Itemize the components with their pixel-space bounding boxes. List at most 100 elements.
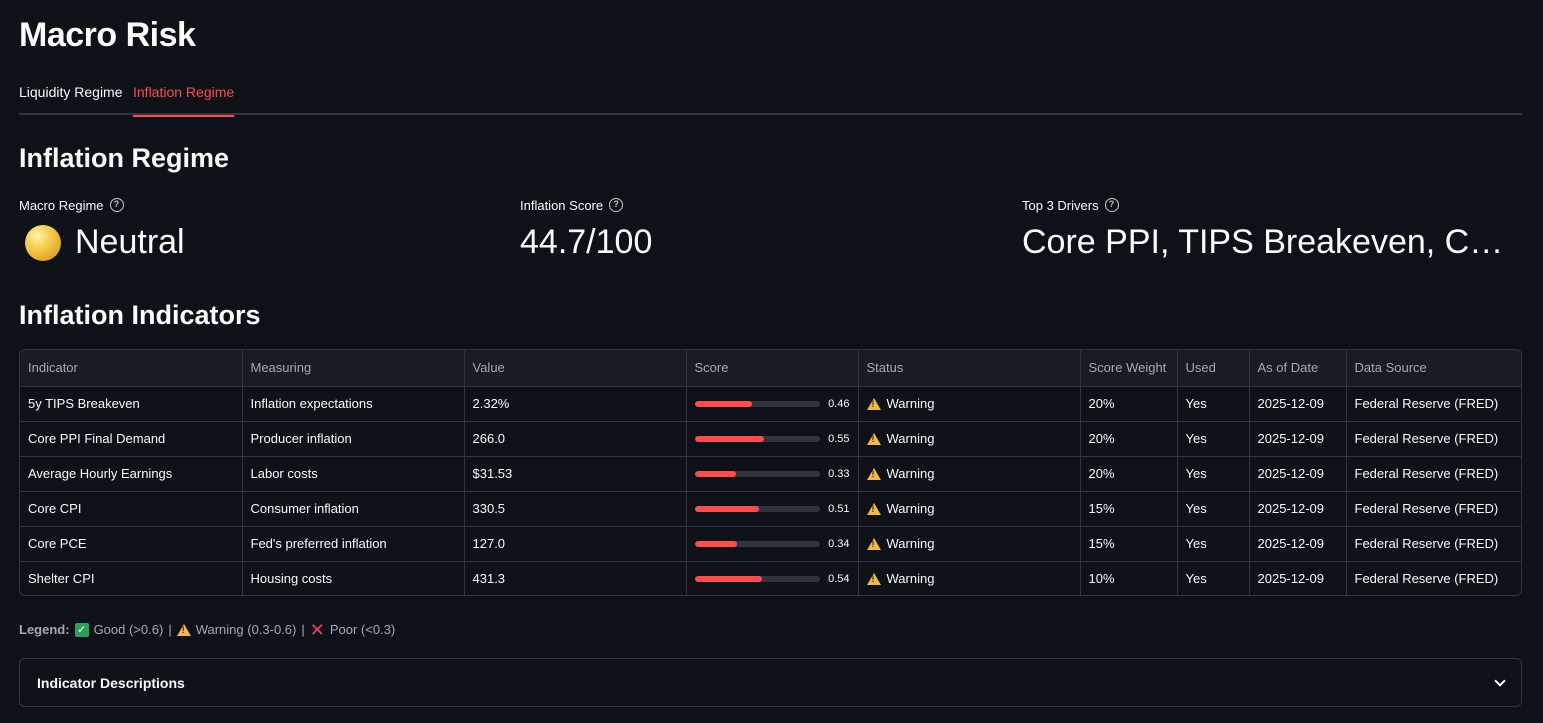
cell-measuring: Producer inflation [242,421,465,457]
table-row[interactable]: Core PPI Final Demand Producer inflation 2… [20,421,1521,457]
score-bar-fill [694,435,764,442]
warning-icon [866,572,881,585]
table-row[interactable]: 5y TIPS Breakeven Inflation expectations 2… [20,386,1521,422]
cell-date: 2025-12-09 [1249,456,1347,492]
score-bar-fill [694,470,736,477]
legend-separator: | [301,622,305,637]
indicator-descriptions-expander[interactable]: Indicator Descriptions [19,658,1522,707]
expander-title: Indicator Descriptions [37,674,185,691]
score-bar [694,540,821,547]
warning-icon [866,397,881,410]
status-text: Warning [886,536,935,551]
status-text: Warning [886,466,935,481]
cell-source: Federal Reserve (FRED) [1346,386,1521,422]
cell-value: 127.0 [464,526,687,562]
tab-liquidity-regime[interactable]: Liquidity Regime [19,84,123,100]
cell-source: Federal Reserve (FRED) [1346,456,1521,492]
column-header[interactable]: Score Weight [1080,350,1178,387]
score-bar-fill [694,540,738,547]
score-label: 0.34 [828,537,850,550]
cell-weight: 20% [1080,421,1178,457]
score-bar-fill [694,575,763,582]
table-row[interactable]: Average Hourly Earnings Labor costs $31.53… [20,456,1521,492]
legend-good: Good (>0.6) [93,622,164,637]
score-bar [694,575,821,582]
metric-label: Inflation Score [520,197,604,213]
cell-used: Yes [1177,421,1250,457]
column-header[interactable]: Used [1177,350,1250,387]
cell-weight: 10% [1080,561,1178,595]
warning-icon [866,467,881,480]
score-bar [694,505,821,512]
cell-score: 0.46 [686,386,859,422]
score-bar-fill [694,505,759,512]
metric-value: Core PPI, TIPS Breakeven, Core… [1022,223,1522,261]
legend-poor: Poor (<0.3) [329,622,396,637]
score-label: 0.54 [828,572,850,585]
help-icon[interactable]: ? [609,198,624,212]
cell-indicator: Average Hourly Earnings [20,456,243,492]
cell-used: Yes [1177,526,1250,562]
cell-value: $31.53 [464,456,687,492]
column-header[interactable]: As of Date [1249,350,1347,387]
column-header[interactable]: Status [858,350,1081,387]
warning-icon [866,432,881,445]
cell-used: Yes [1177,561,1250,595]
cell-source: Federal Reserve (FRED) [1346,526,1521,562]
tab-bar: Liquidity Regime Inflation Regime [19,78,1522,117]
cell-date: 2025-12-09 [1249,491,1347,527]
cell-status: Warning [858,456,1081,492]
cell-status: Warning [858,386,1081,422]
column-header[interactable]: Data Source [1346,350,1521,387]
cell-value: 431.3 [464,561,687,595]
cell-source: Federal Reserve (FRED) [1346,491,1521,527]
cell-status: Warning [858,526,1081,562]
score-label: 0.46 [828,397,850,410]
status-text: Warning [886,431,935,446]
cell-score: 0.51 [686,491,859,527]
score-bar [694,470,821,477]
cell-score: 0.54 [686,561,859,595]
score-label: 0.55 [828,432,850,445]
cell-date: 2025-12-09 [1249,386,1347,422]
cell-weight: 20% [1080,456,1178,492]
cell-value: 2.32% [464,386,687,422]
check-icon: ✓ [74,622,89,637]
help-icon[interactable]: ? [1104,198,1119,212]
tab-inflation-regime[interactable]: Inflation Regime [133,84,235,117]
cell-source: Federal Reserve (FRED) [1354,571,1499,587]
cell-measuring: Labor costs [242,456,465,492]
metric-inflation-score: Inflation Score ? 44.7/100 [520,195,652,262]
cell-indicator: Shelter CPI [20,561,243,595]
help-icon[interactable]: ? [109,198,124,212]
cell-indicator: Core PPI Final Demand [20,421,243,457]
legend-separator: | [168,622,172,637]
cell-status: Warning [858,421,1081,457]
cell-measuring: Housing costs [242,561,465,595]
status-text: Warning [886,571,935,587]
yellow-circle-icon [25,224,61,261]
warning-icon [866,537,881,550]
metric-label: Top 3 Drivers [1022,197,1099,213]
cell-value: 266.0 [464,421,687,457]
cell-measuring: Fed's preferred inflation [242,526,465,562]
cell-status: Warning [858,491,1081,527]
status-text: Warning [886,501,935,516]
legend-label: Legend: [19,622,70,637]
cell-source: Federal Reserve (FRED) [1346,421,1521,457]
metric-value: 44.7/100 [520,223,653,261]
column-header[interactable]: Measuring [242,350,465,387]
table-row[interactable]: Core PCE Fed's preferred inflation 127.0 0.… [20,526,1521,562]
legend-warning: Warning (0.3-0.6) [195,622,297,637]
cell-date: 2025-12-09 [1249,526,1347,562]
column-header[interactable]: Indicator [20,350,243,387]
indicators-table[interactable]: Indicator Measuring Value Score Status S… [19,349,1522,596]
column-header[interactable]: Value [464,350,687,387]
cell-indicator: Core CPI [20,491,243,527]
column-header[interactable]: Score [686,350,859,387]
cell-date: 2025-12-09 [1249,561,1347,595]
cell-score: 0.55 [686,421,859,457]
cell-indicator: Core PCE [20,526,243,562]
